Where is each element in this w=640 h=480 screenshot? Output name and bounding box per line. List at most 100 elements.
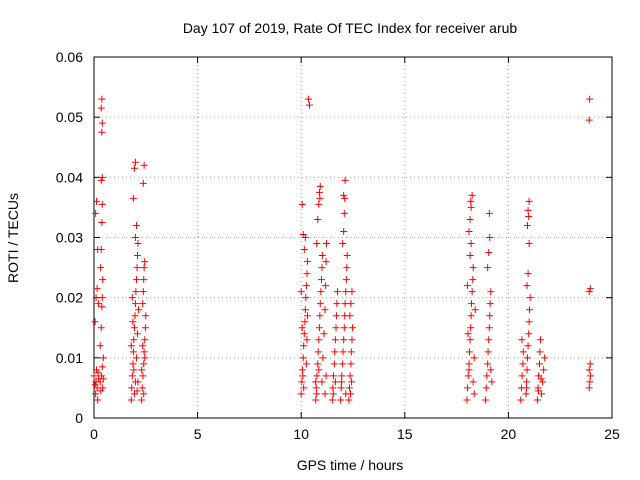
x-tick-label: 0: [90, 426, 98, 442]
data-point: [329, 390, 337, 398]
data-point: [586, 360, 594, 368]
data-point: [343, 252, 351, 260]
data-point: [484, 360, 492, 368]
data-point: [331, 378, 339, 386]
data-point: [322, 258, 330, 266]
data-point: [465, 366, 473, 374]
data-point: [486, 312, 494, 320]
data-point: [524, 206, 532, 214]
data-point: [97, 246, 105, 254]
data-point: [139, 300, 147, 308]
data-point: [534, 387, 542, 395]
data-point: [332, 312, 340, 320]
data-point: [470, 354, 478, 362]
data-point: [92, 390, 100, 398]
data-point: [487, 288, 495, 296]
data-point: [129, 348, 137, 356]
data-point: [525, 240, 533, 248]
data-point: [585, 366, 593, 374]
data-point: [485, 209, 493, 217]
data-point: [466, 215, 474, 223]
data-point: [339, 240, 347, 248]
data-point: [339, 360, 347, 368]
data-point: [316, 182, 324, 190]
data-point: [300, 384, 308, 392]
data-point: [135, 306, 143, 314]
data-point: [348, 336, 356, 344]
data-point: [97, 264, 105, 272]
data-point: [331, 348, 339, 356]
data-point: [523, 354, 531, 362]
tick-labels: 0 5 10 15 20 25 0 0.01 0.02 0.03 0.04 0.05 0.06: [56, 49, 620, 442]
data-point: [465, 360, 473, 368]
data-point: [482, 384, 490, 392]
data-point: [313, 372, 321, 380]
data-point: [302, 294, 310, 302]
data-point: [340, 324, 348, 332]
data-point: [98, 363, 106, 371]
data-point: [98, 294, 106, 302]
data-point: [537, 375, 545, 383]
data-point: [92, 197, 100, 205]
data-point: [535, 360, 543, 368]
data-point: [91, 318, 99, 326]
y-tick-label: 0.04: [56, 169, 83, 185]
data-point: [134, 330, 142, 338]
data-point: [469, 264, 477, 272]
data-point: [129, 194, 137, 202]
data-point: [585, 384, 593, 392]
data-point: [339, 348, 347, 356]
data-point: [463, 282, 471, 290]
data-point: [316, 300, 324, 308]
x-tick-label: 5: [194, 426, 202, 442]
data-point: [134, 378, 142, 386]
data-point: [340, 227, 348, 235]
data-point: [300, 330, 308, 338]
data-point: [315, 366, 323, 374]
data-point: [99, 354, 107, 362]
data-point: [322, 240, 330, 248]
data-point: [312, 378, 320, 386]
data-point: [469, 378, 477, 386]
data-point: [96, 378, 104, 386]
data-point: [314, 360, 322, 368]
data-point: [128, 384, 136, 392]
data-point: [131, 300, 139, 308]
data-point: [348, 288, 356, 296]
data-point: [525, 330, 533, 338]
data-point: [328, 396, 336, 404]
data-point: [341, 176, 349, 184]
data-point: [129, 318, 137, 326]
data-point: [312, 396, 320, 404]
y-tick-label: 0.01: [56, 350, 83, 366]
data-point: [347, 348, 355, 356]
data-point: [343, 264, 351, 272]
x-tick-label: 20: [501, 426, 517, 442]
y-tick-label: 0: [75, 410, 83, 426]
x-tick-label: 15: [397, 426, 413, 442]
data-point: [97, 324, 105, 332]
data-point: [585, 288, 593, 296]
data-point: [315, 336, 323, 344]
data-point: [140, 264, 148, 272]
data-point: [131, 312, 139, 320]
data-point: [316, 312, 324, 320]
data-point: [316, 194, 324, 202]
data-point: [347, 390, 355, 398]
data-point: [98, 173, 106, 181]
data-point: [302, 360, 310, 368]
data-point: [482, 396, 490, 404]
axes: [93, 56, 613, 419]
data-point: [98, 200, 106, 208]
data-point: [467, 203, 475, 211]
data-point: [304, 95, 312, 103]
data-point: [92, 209, 100, 217]
data-point: [99, 276, 107, 284]
data-point: [298, 324, 306, 332]
data-point: [463, 396, 471, 404]
data-point: [330, 360, 338, 368]
data-point: [537, 336, 545, 344]
data-point: [95, 300, 103, 308]
y-tick-label: 0.06: [56, 49, 83, 65]
